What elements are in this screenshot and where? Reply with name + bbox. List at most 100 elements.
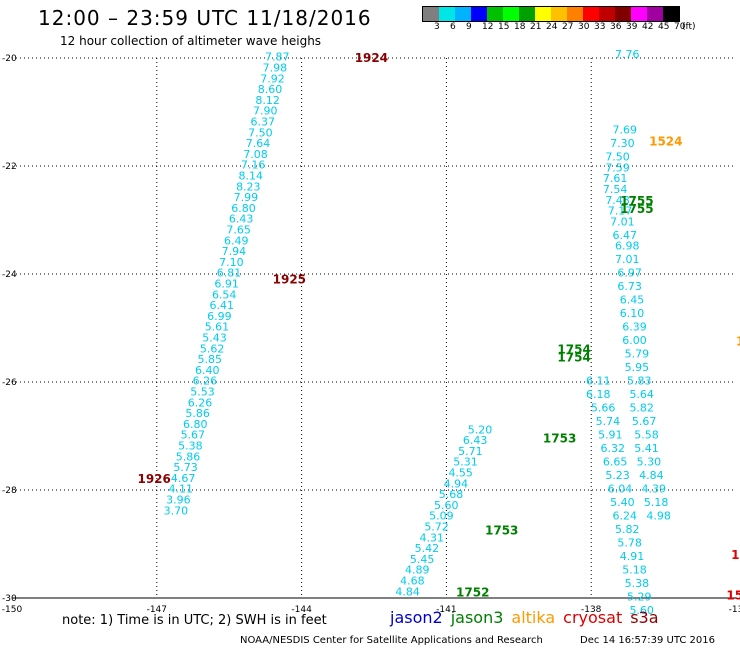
colorbar-label: 18 <box>514 22 526 32</box>
data-point-label: 5.60 <box>434 499 459 512</box>
data-point-label: 7.92 <box>260 72 285 85</box>
data-point-label: 8.23 <box>236 180 261 193</box>
data-point-label: 5.78 <box>617 537 642 550</box>
colorbar-swatch <box>615 7 631 21</box>
track-time-label: 1755 <box>620 194 653 208</box>
data-point-label: 5.66 <box>591 402 616 415</box>
data-point-label: 6.99 <box>207 310 232 323</box>
legend-cryosat: cryosat <box>563 608 623 627</box>
colorbar-swatch <box>663 7 679 21</box>
data-point-label: 5.18 <box>622 564 647 577</box>
data-point-label: 5.60 <box>629 604 654 617</box>
data-point-label: 5.58 <box>634 429 659 442</box>
chart-subtitle: 12 hour collection of altimeter wave hei… <box>60 34 322 48</box>
data-point-label: 6.24 <box>613 510 638 523</box>
data-point-label: 7.16 <box>241 159 266 172</box>
x-tick-label: -13 <box>729 605 740 615</box>
data-point-label: 6.40 <box>195 364 220 377</box>
data-point-label: 5.72 <box>424 521 449 534</box>
data-point-label: 5.20 <box>468 423 493 436</box>
data-point-label: 7.59 <box>605 161 630 174</box>
legend-jason2: jason2 <box>390 608 443 627</box>
data-point-label: 6.26 <box>188 396 213 409</box>
data-point-label: 7.10 <box>219 256 244 269</box>
data-point-label: 5.53 <box>190 386 215 399</box>
data-point-label: 4.91 <box>620 550 645 563</box>
satellite-legend: jason2 jason3 altika cryosat s3a <box>390 608 667 627</box>
data-point-label: 7.99 <box>234 191 259 204</box>
x-tick-label: -141 <box>436 605 456 615</box>
track-time-label: 1753 <box>485 524 518 538</box>
legend-s3a: s3a <box>630 608 659 627</box>
data-point-label: 5.86 <box>176 450 201 463</box>
data-point-label: 4.84 <box>395 585 420 598</box>
data-point-label: 7.01 <box>615 253 640 266</box>
track-time-label: 15 <box>731 548 740 562</box>
data-point-label: 5.62 <box>200 342 225 355</box>
track-time-label: 1924 <box>355 51 388 65</box>
colorbar-swatch <box>487 7 503 21</box>
colorbar-swatch <box>503 7 519 21</box>
data-point-label: 5.30 <box>637 456 662 469</box>
y-tick-label: -20 <box>2 54 17 64</box>
track-time-label: 1754 <box>557 343 590 357</box>
track-time-label: 1754 <box>557 351 590 365</box>
data-point-label: 5.68 <box>439 488 464 501</box>
data-point-label: 5.79 <box>625 348 650 361</box>
data-point-label: 8.12 <box>255 94 280 107</box>
track-time-label: 1925 <box>273 272 306 286</box>
data-point-label: 7.48 <box>605 194 630 207</box>
data-point-label: 7.87 <box>265 51 290 64</box>
data-point-label: 6.37 <box>251 116 276 129</box>
data-point-label: 6.54 <box>212 288 237 301</box>
colorbar-swatch <box>471 7 487 21</box>
colorbar-label: 3 <box>434 22 440 32</box>
data-point-label: 5.31 <box>453 456 478 469</box>
data-point-label: 6.49 <box>224 234 249 247</box>
colorbar-label: 45 <box>658 22 670 32</box>
legend-jason3: jason3 <box>450 608 504 627</box>
data-point-label: 7.50 <box>248 126 273 139</box>
data-point-label: 7.08 <box>243 148 268 161</box>
data-point-label: 5.42 <box>415 542 440 555</box>
track-time-label: 1523 <box>736 335 740 349</box>
colorbar-label: 30 <box>578 22 590 32</box>
y-tick-label: -30 <box>2 594 17 604</box>
data-point-label: 4.89 <box>405 564 430 577</box>
data-point-label: 6.04 <box>608 483 633 496</box>
data-point-label: 6.41 <box>210 299 235 312</box>
data-point-label: 5.23 <box>605 469 630 482</box>
data-point-label: 4.98 <box>646 510 671 523</box>
data-point-label: 7.69 <box>613 124 638 137</box>
data-point-label: 6.43 <box>463 434 488 447</box>
data-point-label: 7.76 <box>615 48 640 61</box>
data-point-label: 6.47 <box>613 229 638 242</box>
data-point-label: 7.30 <box>610 137 635 150</box>
y-tick-label: -24 <box>2 270 17 280</box>
data-point-label: 4.11 <box>169 483 194 496</box>
data-point-label: 6.73 <box>617 280 642 293</box>
x-tick-label: -147 <box>147 605 167 615</box>
y-tick-label: -22 <box>2 162 17 172</box>
data-point-label: 8.14 <box>238 170 263 183</box>
colorbar-label: 39 <box>626 22 638 32</box>
data-point-label: 6.80 <box>183 418 208 431</box>
y-tick-label: -26 <box>2 378 17 388</box>
data-point-label: 4.55 <box>448 467 473 480</box>
data-point-label: 6.18 <box>586 388 611 401</box>
data-point-label: 3.70 <box>164 504 189 517</box>
data-point-label: 5.74 <box>596 415 621 428</box>
data-point-label: 7.94 <box>222 245 247 258</box>
data-point-label: 5.61 <box>205 321 230 334</box>
data-point-label: 5.71 <box>458 445 483 458</box>
data-point-label: 6.26 <box>193 375 218 388</box>
data-point-label: 6.32 <box>600 442 625 455</box>
colorbar-label: 21 <box>530 22 542 32</box>
data-point-label: 5.43 <box>202 332 227 345</box>
data-point-label: 5.64 <box>629 388 654 401</box>
chart-title: 12:00 – 23:59 UTC 11/18/2016 <box>38 6 372 30</box>
data-point-label: 7.17 <box>608 205 633 218</box>
footer-note: note: 1) Time is in UTC; 2) SWH is in fe… <box>62 613 327 628</box>
colorbar-swatch <box>439 7 455 21</box>
colorbar-swatch <box>647 7 663 21</box>
